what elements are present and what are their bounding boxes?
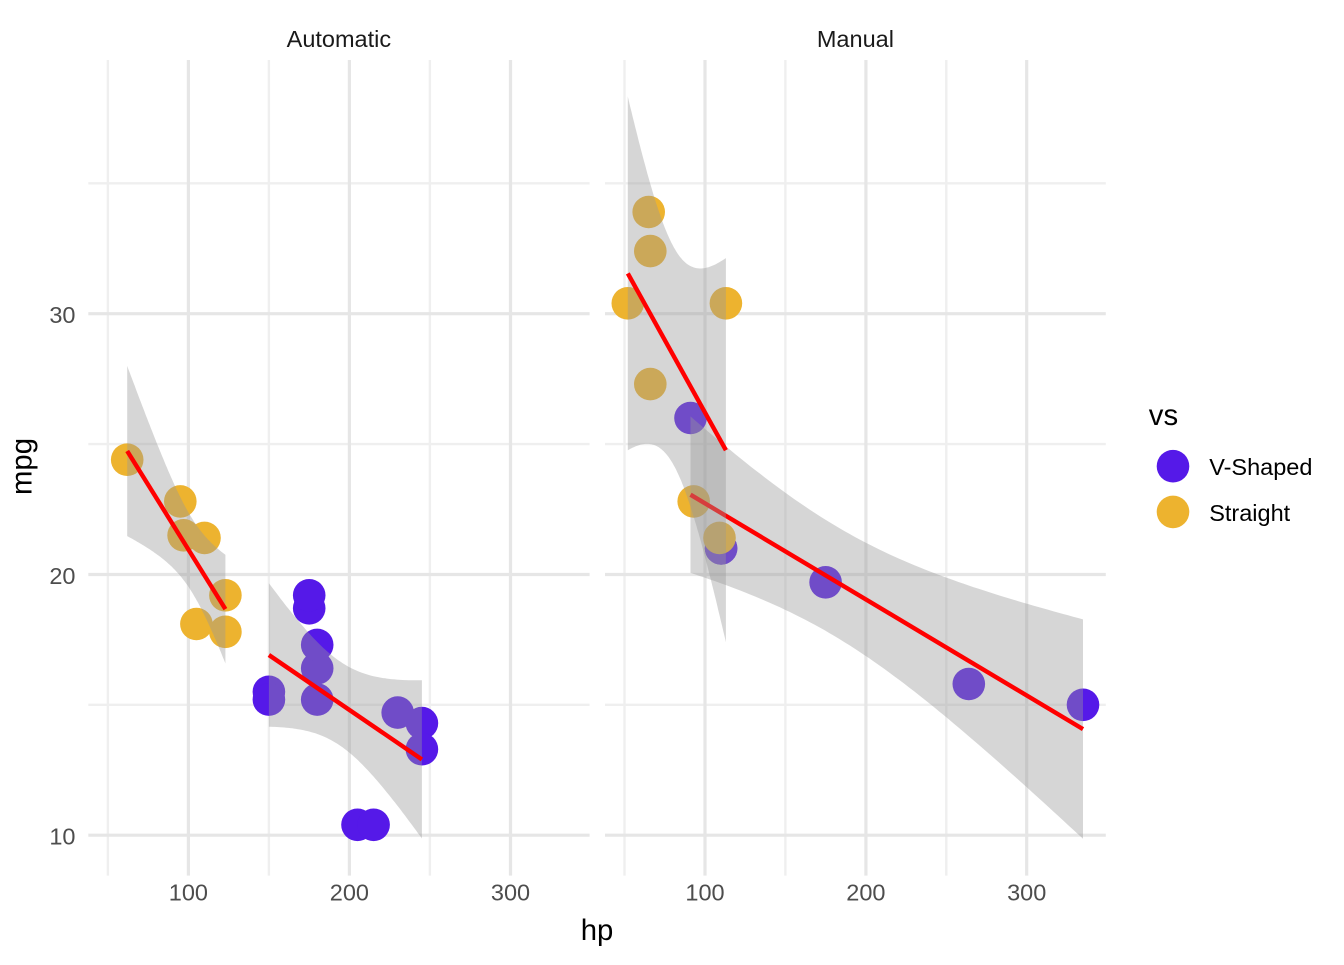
- svg-text:300: 300: [491, 880, 530, 906]
- svg-text:100: 100: [685, 880, 724, 906]
- svg-text:30: 30: [49, 302, 75, 328]
- svg-text:Manual: Manual: [817, 26, 894, 52]
- svg-text:mpg: mpg: [6, 438, 39, 495]
- svg-text:200: 200: [846, 880, 885, 906]
- svg-text:Straight: Straight: [1209, 500, 1290, 526]
- svg-text:Automatic: Automatic: [287, 26, 392, 52]
- svg-text:300: 300: [1007, 880, 1046, 906]
- svg-text:20: 20: [49, 563, 75, 589]
- svg-text:V-Shaped: V-Shaped: [1209, 454, 1312, 480]
- svg-text:100: 100: [169, 880, 208, 906]
- svg-text:200: 200: [330, 880, 369, 906]
- svg-text:hp: hp: [581, 914, 614, 947]
- svg-text:vs: vs: [1149, 399, 1178, 432]
- svg-text:10: 10: [49, 824, 75, 850]
